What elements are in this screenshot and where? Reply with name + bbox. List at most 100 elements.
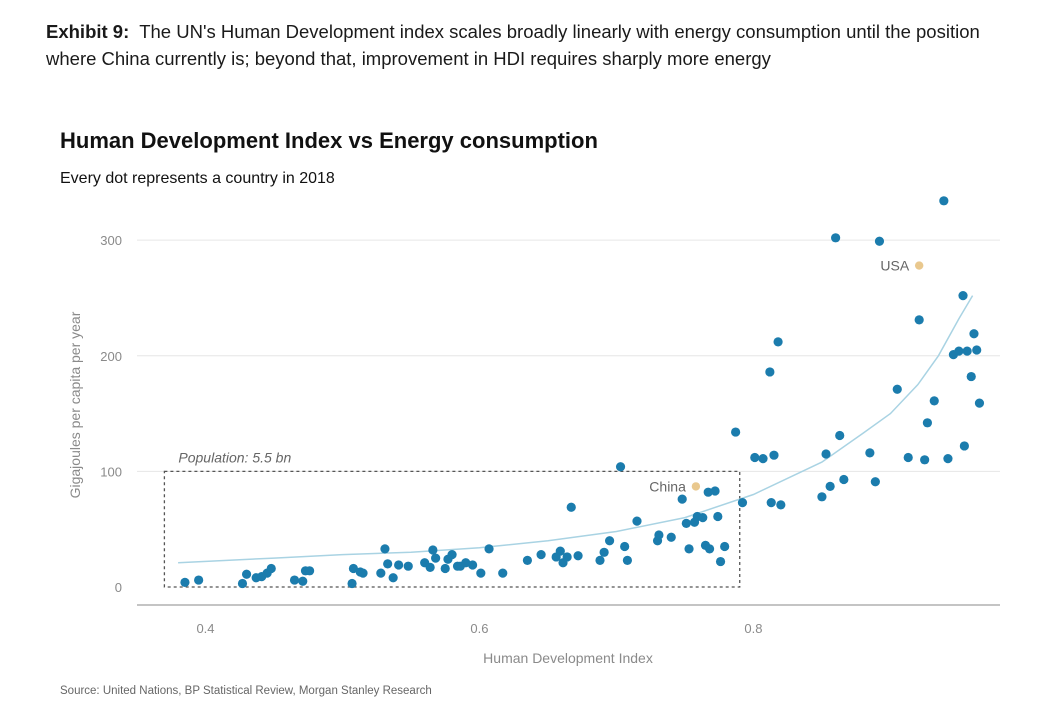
- data-point: [750, 452, 760, 463]
- data-point: [710, 486, 720, 496]
- data-point: [773, 337, 783, 347]
- data-point: [358, 568, 368, 578]
- data-point: [870, 477, 880, 487]
- x-axis-label: Human Development Index: [483, 650, 653, 666]
- point-label-china: China: [649, 478, 686, 494]
- data-point: [403, 561, 413, 571]
- highlighted-point-usa: [914, 261, 924, 270]
- chart-subtitle: Every dot represents a country in 2018: [60, 170, 335, 187]
- data-point: [892, 384, 902, 394]
- data-point: [698, 513, 708, 523]
- data-point: [194, 575, 204, 585]
- data-point: [962, 346, 972, 356]
- data-point: [431, 553, 441, 563]
- data-point: [865, 448, 875, 458]
- data-point: [573, 551, 583, 561]
- data-point: [241, 569, 252, 579]
- data-point: [920, 455, 930, 465]
- data-point: [939, 196, 949, 206]
- data-point: [874, 236, 885, 246]
- data-point: [914, 315, 924, 325]
- data-point: [632, 516, 642, 526]
- exhibit-text: The UN's Human Development index scales …: [46, 21, 980, 69]
- data-point: [681, 518, 691, 529]
- data-point: [468, 560, 478, 570]
- data-point: [765, 367, 775, 377]
- x-axis-ticks: 0.4 0.6 0.8: [196, 621, 762, 636]
- data-point: [620, 541, 630, 552]
- data-point: [839, 474, 849, 485]
- data-point: [425, 562, 435, 572]
- data-point: [766, 497, 776, 508]
- data-point: [388, 573, 398, 583]
- data-point: [677, 494, 687, 504]
- data-point: [447, 550, 457, 560]
- data-point: [969, 329, 979, 339]
- data-point: [966, 371, 976, 382]
- data-point: [959, 441, 969, 451]
- data-point: [666, 532, 676, 542]
- exhibit-caption: Exhibit 9: The UN's Human Development in…: [46, 18, 1016, 72]
- data-point: [376, 568, 386, 578]
- data-point: [758, 454, 768, 464]
- data-point: [536, 550, 546, 560]
- data-point: [305, 566, 315, 576]
- data-point: [484, 544, 494, 554]
- data-point: [298, 576, 308, 586]
- data-point: [715, 556, 726, 567]
- data-point: [599, 547, 609, 557]
- data-point: [555, 546, 565, 556]
- point-label-usa: USA: [880, 258, 909, 274]
- data-point: [476, 568, 486, 578]
- population-box: [163, 470, 741, 588]
- data-point: [929, 396, 939, 406]
- data-point: [348, 563, 359, 574]
- y-axis-ticks: 0 100 200 300: [100, 233, 122, 595]
- data-point: [831, 233, 841, 243]
- data-point: [922, 418, 932, 428]
- highlighted-point-china: [691, 482, 701, 491]
- y-tick-label: 300: [100, 233, 122, 248]
- data-point: [428, 545, 438, 555]
- data-point: [821, 449, 831, 459]
- x-tick-label: 0.6: [470, 621, 488, 636]
- data-point: [835, 430, 845, 441]
- trend-line: [178, 295, 974, 564]
- data-point: [731, 427, 741, 437]
- data-point: [562, 552, 572, 562]
- chart-title: Human Development Index vs Energy consum…: [60, 128, 598, 153]
- data-point: [394, 560, 404, 570]
- data-point: [704, 544, 715, 554]
- x-tick-label: 0.4: [196, 621, 214, 636]
- data-point: [347, 578, 357, 589]
- data-point: [958, 291, 968, 301]
- y-tick-label: 100: [100, 464, 122, 479]
- data-point: [954, 346, 964, 356]
- data-point: [776, 500, 786, 510]
- data-point: [595, 555, 605, 566]
- data-point: [622, 555, 633, 566]
- grid-lines: [137, 239, 1000, 472]
- population-annotation: Population: 5.5 bn: [178, 449, 291, 465]
- data-point: [825, 481, 835, 492]
- data-point: [720, 541, 730, 552]
- data-point: [615, 462, 626, 472]
- data-point: [974, 398, 985, 408]
- data-point: [289, 575, 300, 585]
- exhibit-label: Exhibit 9:: [46, 21, 130, 42]
- data-point: [604, 536, 615, 546]
- data-points: [180, 196, 985, 589]
- y-tick-label: 200: [100, 349, 122, 364]
- data-point: [769, 450, 779, 460]
- data-point: [180, 577, 190, 587]
- data-point: [440, 563, 450, 574]
- data-point: [654, 530, 664, 540]
- data-point: [237, 578, 248, 589]
- data-point: [972, 345, 982, 355]
- highlighted-points: China USA: [649, 258, 924, 494]
- data-point: [713, 511, 723, 522]
- data-point: [703, 487, 713, 497]
- x-tick-label: 0.8: [744, 621, 762, 636]
- data-point: [684, 544, 694, 554]
